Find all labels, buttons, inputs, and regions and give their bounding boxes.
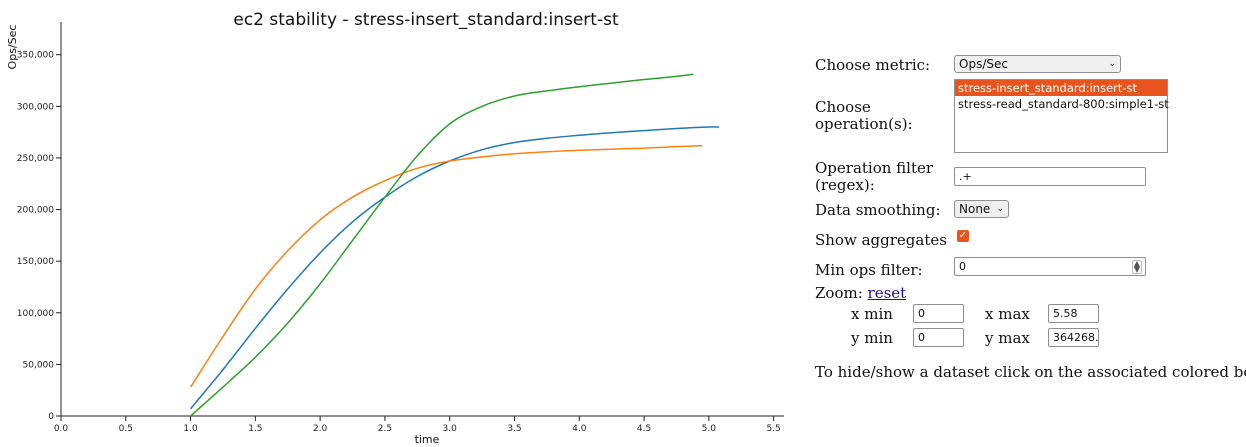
xmax-input[interactable]: 5.58 [1048,304,1099,323]
ymax-label: y max [985,329,1030,347]
y-tick-label: 0 [48,412,54,422]
operations-list[interactable]: stress-insert_standard:insert-st stress-… [954,79,1169,153]
ymax-input[interactable]: 364268. [1048,328,1099,347]
operation-option[interactable]: stress-read_standard-800:simple1-st [958,97,1169,111]
y-tick-label: 150,000 [17,257,54,267]
filter-label-line1: Operation filter [815,159,934,177]
minops-label: Min ops filter: [815,261,923,279]
chevron-down-icon: ⌄ [996,204,1004,214]
chart: ec2 stability - stress-insert_standard:i… [6,10,784,446]
y-tick-label: 200,000 [17,206,54,216]
y-tick-label: 250,000 [17,154,54,164]
ymin-input[interactable]: 0 [913,328,964,347]
smoothing-label: Data smoothing: [815,201,941,219]
x-tick-label: 4.0 [572,424,587,434]
y-tick-label: 100,000 [17,309,54,319]
x-tick-label: 3.5 [507,424,521,434]
x-tick-label: 2.5 [378,424,392,434]
chevron-down-icon: ⌄ [1108,59,1116,69]
operations-label-line2: operation(s): [815,115,913,133]
x-tick-label: 1.0 [183,424,198,434]
xmin-label: x min [851,305,893,323]
controls-panel: Choose metric: Ops/Sec ⌄ Choose operatio… [815,0,1246,447]
zoom-row: Zoom: reset [815,284,906,302]
filter-label-line2: (regex): [815,176,875,194]
operation-filter-input[interactable]: .+ [954,167,1146,186]
x-tick-label: 5.5 [766,424,780,434]
x-tick-label: 5.0 [702,424,717,434]
plot-area [189,73,720,417]
operations-label-line1: Choose [815,98,871,116]
y-tick-label: 50,000 [23,360,55,370]
operation-option[interactable]: stress-insert_standard:insert-st [955,80,1167,96]
smoothing-select-value: None [959,202,991,216]
x-tick-label: 3.0 [443,424,458,434]
x-tick-label: 4.5 [637,424,651,434]
axes: 0.0 0.5 1.0 1.5 2.0 2.5 3.0 3.5 4.0 4.5 5.0 5.5 0 50,… [17,22,784,434]
min-ops-value: 0 [959,260,966,273]
zoom-label: Zoom: [815,284,863,302]
x-tick-label: 0.5 [119,424,133,434]
min-ops-input[interactable]: 0 ▲ ▼ [954,257,1146,276]
xmin-input[interactable]: 0 [913,304,964,323]
metric-select[interactable]: Ops/Sec ⌄ [954,55,1121,73]
series-line-1 [190,126,720,410]
stepper-icon[interactable]: ▲ ▼ [1131,259,1142,274]
y-axis-label: Ops/Sec [6,25,19,70]
x-tick-label: 2.0 [313,424,328,434]
hint-text: To hide/show a dataset click on the asso… [815,363,1246,381]
filter-label: Operation filter (regex): [815,160,933,194]
x-tick-label: 0.0 [54,424,69,434]
operations-label: Choose operation(s): [815,99,913,133]
y-tick-label: 350,000 [17,51,54,61]
series-line-2 [189,144,703,388]
ymin-label: y min [851,329,893,347]
xmax-label: x max [985,305,1030,323]
zoom-reset-link[interactable]: reset [867,284,907,302]
series-line-3 [190,73,694,417]
smoothing-select[interactable]: None ⌄ [954,200,1009,218]
x-axis-label: time [415,433,440,446]
metric-label: Choose metric: [815,56,931,74]
metric-select-value: Ops/Sec [959,57,1008,71]
aggregates-label: Show aggregates [815,231,947,249]
y-tick-label: 300,000 [17,102,54,112]
chart-title: ec2 stability - stress-insert_standard:i… [233,10,619,30]
aggregates-checkbox[interactable]: ✓ [957,230,969,242]
x-tick-label: 1.5 [248,424,262,434]
